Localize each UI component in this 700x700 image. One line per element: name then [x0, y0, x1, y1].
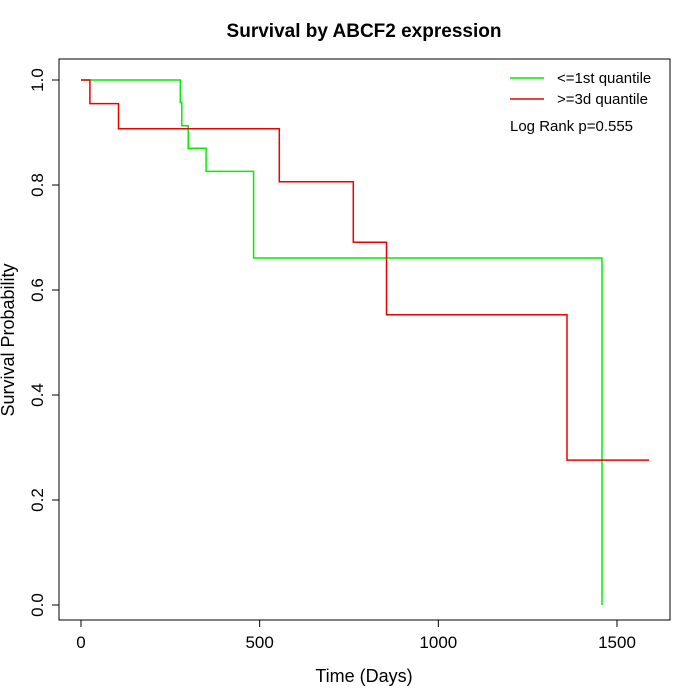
y-axis-label: Survival Probability [0, 263, 18, 416]
x-axis: 0 500 1000 1500 [76, 619, 636, 652]
y-tick-label: 0.4 [28, 383, 47, 407]
legend-label-series-2: >=3d quantile [557, 91, 648, 108]
y-tick-label: 1.0 [28, 68, 47, 92]
x-tick-label: 1500 [598, 633, 636, 652]
chart-title: Survival by ABCF2 expression [227, 21, 502, 42]
y-tick-label: 0.2 [28, 488, 47, 512]
y-tick-label: 0.6 [28, 278, 47, 302]
series-layer [81, 79, 650, 605]
x-tick-label: 1000 [419, 633, 457, 652]
x-axis-label: Time (Days) [315, 666, 412, 686]
y-tick-label: 0.8 [28, 173, 47, 197]
plot-frame [58, 58, 671, 621]
legend: <=1st quantile >=3d quantile [510, 70, 651, 108]
legend-label-series-1: <=1st quantile [557, 70, 651, 87]
x-tick-label: 0 [76, 633, 85, 652]
x-tick-label: 500 [245, 633, 273, 652]
y-tick-label: 0.0 [28, 593, 47, 617]
survival-curve-series-2 [81, 79, 650, 461]
log-rank-annotation: Log Rank p=0.555 [510, 118, 633, 135]
y-axis: 0.0 0.2 0.4 0.6 0.8 1.0 [28, 68, 60, 617]
survival-curve-series-1 [81, 79, 603, 605]
